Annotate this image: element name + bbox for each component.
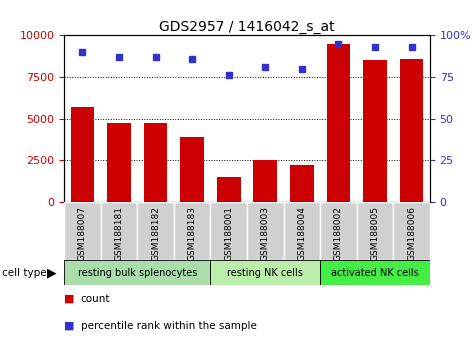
Bar	[253, 160, 277, 202]
Bar	[107, 123, 131, 202]
Bar	[64, 202, 101, 260]
Bar	[174, 202, 210, 260]
Text: GSM188005: GSM188005	[370, 206, 380, 262]
Bar	[143, 123, 168, 202]
Text: cell type: cell type	[2, 268, 47, 278]
Text: percentile rank within the sample: percentile rank within the sample	[81, 321, 256, 331]
Text: GSM188006: GSM188006	[407, 206, 416, 262]
Bar	[137, 202, 174, 260]
Bar	[363, 61, 387, 202]
Text: GSM188181: GSM188181	[114, 206, 124, 262]
Bar	[210, 260, 320, 285]
Bar	[320, 202, 357, 260]
Title: GDS2957 / 1416042_s_at: GDS2957 / 1416042_s_at	[159, 21, 335, 34]
Text: ▶: ▶	[47, 267, 56, 280]
Text: GSM188002: GSM188002	[334, 206, 343, 261]
Bar	[180, 137, 204, 202]
Text: GSM188003: GSM188003	[261, 206, 270, 262]
Text: resting NK cells: resting NK cells	[228, 268, 303, 278]
Text: GSM188183: GSM188183	[188, 206, 197, 262]
Text: GSM188004: GSM188004	[297, 206, 306, 261]
Text: count: count	[81, 294, 110, 304]
Text: ■: ■	[64, 321, 75, 331]
Text: GSM188182: GSM188182	[151, 206, 160, 261]
Bar	[399, 59, 424, 202]
Text: GSM188001: GSM188001	[224, 206, 233, 262]
Bar	[326, 44, 351, 202]
Bar	[290, 165, 314, 202]
Bar	[320, 260, 430, 285]
Text: activated NK cells: activated NK cells	[331, 268, 419, 278]
Bar	[284, 202, 320, 260]
Text: GSM188007: GSM188007	[78, 206, 87, 262]
Bar	[210, 202, 247, 260]
Bar	[70, 107, 95, 202]
Bar	[393, 202, 430, 260]
Bar	[247, 202, 284, 260]
Bar	[357, 202, 393, 260]
Text: resting bulk splenocytes: resting bulk splenocytes	[77, 268, 197, 278]
Bar	[64, 260, 210, 285]
Bar	[217, 177, 241, 202]
Bar	[101, 202, 137, 260]
Text: ■: ■	[64, 294, 75, 304]
